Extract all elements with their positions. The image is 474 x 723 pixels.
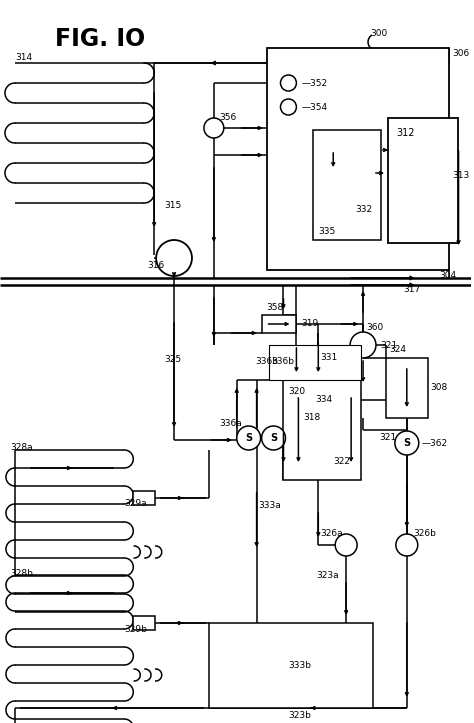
Text: S: S bbox=[270, 433, 277, 443]
Text: 328a: 328a bbox=[10, 443, 33, 453]
Text: 308: 308 bbox=[431, 383, 448, 393]
Text: 315: 315 bbox=[164, 200, 182, 210]
Text: 360: 360 bbox=[366, 323, 383, 333]
Text: 323a: 323a bbox=[316, 570, 339, 580]
Bar bbox=[209, 623, 373, 708]
Text: 326a: 326a bbox=[320, 529, 343, 537]
Text: 318: 318 bbox=[303, 414, 320, 422]
Text: 325: 325 bbox=[164, 356, 181, 364]
Circle shape bbox=[281, 99, 296, 115]
Text: 326b: 326b bbox=[413, 529, 436, 537]
Text: 336b: 336b bbox=[272, 357, 294, 367]
Text: 321: 321 bbox=[379, 434, 396, 442]
Text: 323b: 323b bbox=[289, 711, 311, 721]
Bar bbox=[388, 118, 457, 243]
Bar bbox=[269, 345, 361, 380]
Circle shape bbox=[262, 426, 285, 450]
Text: 332: 332 bbox=[355, 205, 372, 215]
Text: 324: 324 bbox=[389, 346, 406, 354]
Text: 333a: 333a bbox=[259, 500, 282, 510]
Text: 335: 335 bbox=[319, 228, 336, 236]
Circle shape bbox=[237, 426, 261, 450]
Text: 328b: 328b bbox=[10, 568, 33, 578]
Text: 356: 356 bbox=[219, 114, 236, 122]
Bar bbox=[266, 48, 448, 270]
Text: 313: 313 bbox=[453, 171, 470, 179]
Circle shape bbox=[281, 75, 296, 91]
Text: 319: 319 bbox=[301, 320, 319, 328]
Text: —352: —352 bbox=[301, 79, 328, 87]
Text: 336a: 336a bbox=[219, 419, 242, 427]
Text: 321: 321 bbox=[380, 341, 397, 349]
Text: 316: 316 bbox=[147, 260, 164, 270]
Text: 322: 322 bbox=[333, 458, 350, 466]
Text: S: S bbox=[245, 433, 252, 443]
Text: 306: 306 bbox=[453, 48, 470, 58]
Text: —362: —362 bbox=[422, 439, 448, 448]
Circle shape bbox=[156, 240, 192, 276]
Text: 312: 312 bbox=[396, 128, 414, 138]
Text: 314: 314 bbox=[15, 54, 32, 62]
Text: FIG. IO: FIG. IO bbox=[55, 27, 145, 51]
Text: S: S bbox=[403, 438, 410, 448]
Circle shape bbox=[396, 534, 418, 556]
Text: 317: 317 bbox=[403, 286, 420, 294]
Bar bbox=[313, 130, 381, 240]
Circle shape bbox=[204, 118, 224, 138]
Text: 334: 334 bbox=[315, 395, 332, 404]
Bar bbox=[262, 315, 296, 333]
Circle shape bbox=[350, 332, 376, 358]
Text: 300: 300 bbox=[370, 28, 387, 38]
Bar bbox=[386, 358, 428, 418]
Text: 304: 304 bbox=[440, 272, 457, 281]
Text: 329b: 329b bbox=[124, 625, 147, 633]
Circle shape bbox=[335, 534, 357, 556]
Text: —354: —354 bbox=[301, 103, 328, 111]
Text: 331: 331 bbox=[320, 354, 337, 362]
Bar bbox=[133, 491, 155, 505]
Bar bbox=[133, 616, 155, 630]
Text: 329a: 329a bbox=[124, 500, 147, 508]
Text: 333b: 333b bbox=[289, 661, 311, 669]
Text: 336b: 336b bbox=[255, 357, 279, 367]
Text: 320: 320 bbox=[289, 388, 306, 396]
Circle shape bbox=[395, 431, 419, 455]
Bar bbox=[283, 380, 361, 480]
Text: 358: 358 bbox=[266, 302, 284, 312]
